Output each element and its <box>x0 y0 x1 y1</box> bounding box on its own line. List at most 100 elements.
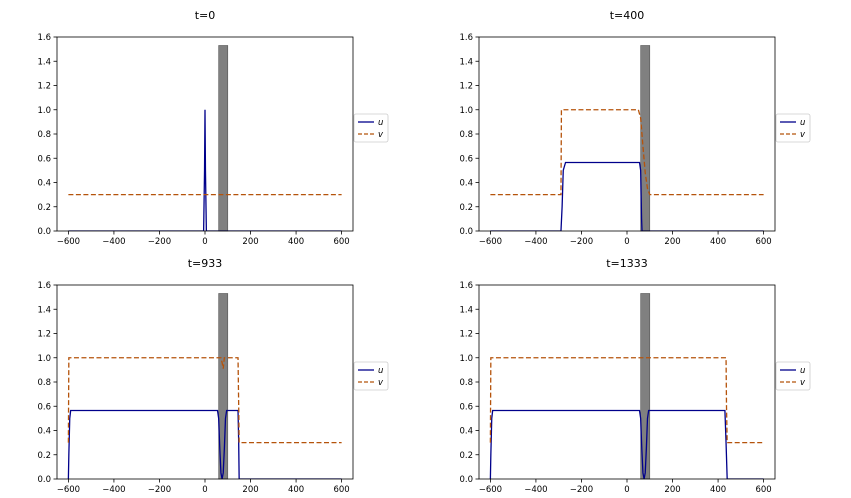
y-tick-label: 1.2 <box>459 82 473 92</box>
legend-label-v: v <box>800 378 806 388</box>
series-u-line <box>67 409 342 479</box>
y-tick-label: 0.8 <box>37 130 51 140</box>
y-tick-label: 1.4 <box>37 57 51 67</box>
axes-frame <box>56 284 354 480</box>
x-tick-label: 200 <box>242 485 258 495</box>
y-tick-label: 0.0 <box>37 227 51 237</box>
y-tick-label: 1.6 <box>37 281 51 291</box>
x-tick-label: −600 <box>479 485 502 495</box>
x-tick-label: −400 <box>102 485 125 495</box>
x-tick-label: −600 <box>57 485 80 495</box>
y-tick-label: 1.4 <box>37 305 51 315</box>
y-tick-label: 1.6 <box>37 33 51 43</box>
y-tick-label: 0.8 <box>459 130 473 140</box>
x-tick-label: 0 <box>202 237 207 247</box>
obstacle-bar <box>640 45 651 232</box>
legend-label-u: u <box>800 366 805 376</box>
y-tick-label: 0.6 <box>459 402 473 412</box>
y-tick-label: 0.8 <box>459 378 473 388</box>
y-tick-label: 1.6 <box>459 281 473 291</box>
axes-frame <box>478 284 776 480</box>
y-tick-label: 0.2 <box>37 203 51 213</box>
x-tick-label: 200 <box>664 237 680 247</box>
legend-box <box>775 361 811 391</box>
y-tick-label: 1.2 <box>37 82 51 92</box>
y-tick-label: 1.0 <box>459 106 473 116</box>
subplot-3: t=933 −600 −400 −200 0 200 400 600 0.0 0.2 0.4 0.6 0… <box>37 257 389 495</box>
x-tick-label: 600 <box>755 237 771 247</box>
legend-label-u: u <box>378 366 383 376</box>
x-tick-label: 0 <box>624 237 629 247</box>
series-v-line <box>490 109 764 196</box>
x-tick-label: 400 <box>710 485 726 495</box>
x-tick-label: −200 <box>570 237 593 247</box>
y-tick-label: 0.6 <box>459 154 473 164</box>
y-tick-label: 0.2 <box>459 203 473 213</box>
x-tick-label: −400 <box>102 237 125 247</box>
series-v-line <box>489 357 764 444</box>
x-tick-label: 0 <box>202 485 207 495</box>
subplot-title: t=400 <box>610 9 645 22</box>
axes-frame <box>478 36 776 232</box>
legend-label-v: v <box>378 378 384 388</box>
y-tick-label: 0.2 <box>37 451 51 461</box>
x-tick-label: −200 <box>148 237 171 247</box>
y-tick-label: 1.2 <box>459 330 473 340</box>
series-u-line <box>68 109 342 231</box>
x-tick-label: 400 <box>288 485 304 495</box>
y-tick-label: 0.4 <box>459 179 473 189</box>
y-tick-label: 1.6 <box>459 33 473 43</box>
y-tick-label: 0.0 <box>37 475 51 485</box>
y-tick-label: 0.4 <box>37 179 51 189</box>
legend-label-v: v <box>800 130 806 140</box>
x-tick-label: −600 <box>57 237 80 247</box>
legend-box <box>353 361 389 391</box>
subplot-4: t=1333 −600 −400 −200 0 200 400 600 0.0 0.2 0.4 0.6… <box>459 257 811 495</box>
obstacle-bar <box>218 45 229 232</box>
subplot-2: t=400 −600 −400 −200 0 200 400 600 0.0 0.2 0.4 0.6 0… <box>459 9 811 247</box>
x-tick-label: −200 <box>570 485 593 495</box>
legend-label-u: u <box>800 118 805 128</box>
legend-box <box>353 113 389 143</box>
x-tick-label: 600 <box>333 485 349 495</box>
x-tick-label: 400 <box>710 237 726 247</box>
y-tick-label: 1.2 <box>37 330 51 340</box>
x-tick-label: 600 <box>755 485 771 495</box>
x-tick-label: −400 <box>524 237 547 247</box>
y-tick-label: 1.0 <box>459 354 473 364</box>
legend: uv <box>353 113 389 143</box>
y-tick-label: 0.2 <box>459 451 473 461</box>
series-u-line <box>490 161 764 231</box>
x-tick-label: 0 <box>624 485 629 495</box>
y-tick-label: 1.4 <box>459 57 473 67</box>
series-u-line <box>489 409 764 479</box>
legend-label-u: u <box>378 118 383 128</box>
x-tick-label: −400 <box>524 485 547 495</box>
legend-label-v: v <box>378 130 384 140</box>
y-tick-label: 0.4 <box>459 427 473 437</box>
subplot-title: t=1333 <box>606 257 648 270</box>
x-tick-label: 200 <box>664 485 680 495</box>
legend: uv <box>353 361 389 391</box>
y-tick-label: 0.6 <box>37 402 51 412</box>
y-tick-label: 0.0 <box>459 475 473 485</box>
subplot-title: t=933 <box>188 257 223 270</box>
x-tick-label: 600 <box>333 237 349 247</box>
y-tick-label: 1.4 <box>459 305 473 315</box>
x-tick-label: −200 <box>148 485 171 495</box>
x-tick-label: −600 <box>479 237 502 247</box>
subplot-1: t=0 −600 −400 −200 0 200 400 600 0.0 0.2 0.4 0.6 0.8… <box>37 9 389 247</box>
x-tick-label: 200 <box>242 237 258 247</box>
y-tick-label: 0.6 <box>37 154 51 164</box>
series-v-line <box>67 357 342 444</box>
y-tick-label: 0.0 <box>459 227 473 237</box>
legend: uv <box>775 361 811 391</box>
y-tick-label: 0.4 <box>37 427 51 437</box>
y-tick-label: 1.0 <box>37 354 51 364</box>
legend: uv <box>775 113 811 143</box>
legend-box <box>775 113 811 143</box>
subplot-title: t=0 <box>195 9 216 22</box>
x-tick-label: 400 <box>288 237 304 247</box>
y-tick-label: 0.8 <box>37 378 51 388</box>
